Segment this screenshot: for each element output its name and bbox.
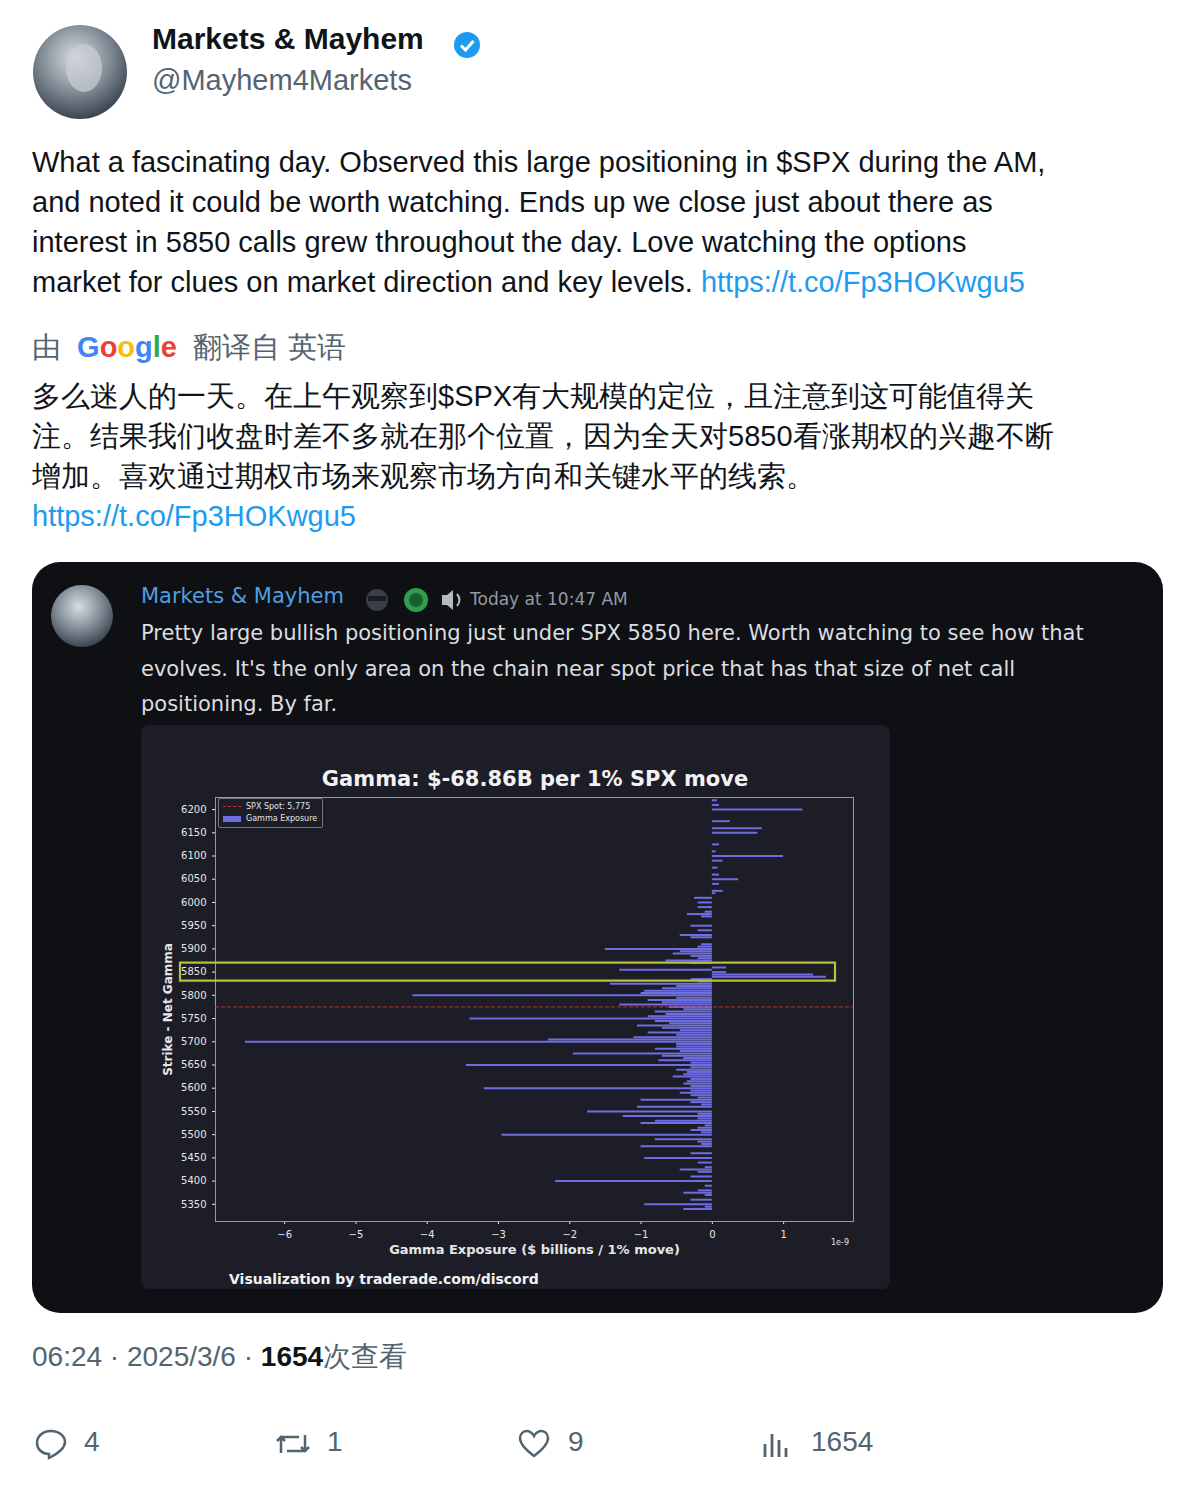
html-text:06:24 · 2025/3/6 · 1654次查看: 06:24 · 2025/3/6 · 1654次查看 [32,1341,408,1372]
html-text:@Mayhem4Markets: @Mayhem4Markets [152,64,412,96]
svg-text:−4: −4 [420,1229,435,1240]
svg-text:5850: 5850 [181,966,206,977]
svg-text:−5: −5 [349,1229,364,1240]
html-text:G o o g l e 翻译自 英语: G o o g l e 翻译自 英语 [77,331,347,363]
svg-text:Strike - Net Gamma: Strike - Net Gamma [161,943,175,1076]
html-text:注。结果我们收盘时差不多就在那个位置，因为全天对5850看涨: 注。结果我们收盘时差不多就在那个位置，因为全天对5850看涨期权的兴趣不断 [32,420,1054,452]
html-text:market for clues on market dir: market for clues on market direction and… [32,266,1025,298]
html-text:Markets & Mayhem: Markets & Mayhem [152,22,424,55]
svg-text:Gamma Exposure ($ billions / 1: Gamma Exposure ($ billions / 1% move) [389,1242,680,1257]
svg-text:5950: 5950 [181,920,206,931]
html-text:Gamma: $-68.86B per 1% SPX mov: Gamma: $-68.86B per 1% SPX move [321,767,749,791]
html-text:positioning. By far.: positioning. By far. [141,692,338,716]
svg-text:−6: −6 [277,1229,292,1240]
html-text:Visualization by traderade.com: Visualization by traderade.com/discord [229,1271,539,1287]
svg-text:5500: 5500 [181,1129,206,1140]
html-text:1654: 1654 [811,1426,874,1457]
html-text:1e-9: 1e-9 [831,1238,849,1247]
svg-text:5450: 5450 [181,1152,206,1163]
svg-text:6050: 6050 [181,873,206,884]
svg-text:5550: 5550 [181,1106,206,1117]
svg-text:6000: 6000 [181,897,206,908]
html-text:4: 4 [84,1426,100,1457]
svg-text:5600: 5600 [181,1082,206,1093]
html-text:1: 1 [327,1426,343,1457]
html-text:9: 9 [568,1426,584,1457]
html-text:Gamma Exposure: Gamma Exposure [246,814,318,823]
svg-text:0: 0 [709,1229,715,1240]
html-text:增加。喜欢通过期权市场来观察市场方向和关键水平的线索。: 增加。喜欢通过期权市场来观察市场方向和关键水平的线索。 [32,460,815,492]
svg-text:6150: 6150 [181,827,206,838]
html-text:evolves. It's the only area on: evolves. It's the only area on the chain… [141,656,1016,681]
svg-text:5900: 5900 [181,943,206,954]
svg-text:−1: −1 [634,1229,649,1240]
html-text:interest in 5850 calls grew th: interest in 5850 calls grew throughout t… [32,226,967,258]
html-text:Pretty large bullish positioni: Pretty large bullish positioning just un… [141,621,1084,645]
svg-text:−3: −3 [491,1229,506,1240]
svg-text:5800: 5800 [181,990,206,1001]
html-text:由: 由 [32,331,61,363]
html-text:Today at 10:47 AM: Today at 10:47 AM [470,589,628,609]
svg-text:6200: 6200 [181,804,206,815]
svg-text:5750: 5750 [181,1013,206,1024]
html-text:多么迷人的一天。在上午观察到$SPX有大规模的定位，且注意到: 多么迷人的一天。在上午观察到$SPX有大规模的定位，且注意到这可能值得关 [32,380,1035,412]
html-text:What a fascinating day. Observ: What a fascinating day. Observed this la… [32,146,1046,178]
html-text:SPX Spot: 5,775: SPX Spot: 5,775 [246,802,311,811]
html-text:and noted it could be worth wa: and noted it could be worth watching. En… [32,186,993,218]
svg-text:1: 1 [780,1229,786,1240]
svg-text:5700: 5700 [181,1036,206,1047]
svg-text:−2: −2 [562,1229,577,1240]
svg-text:5650: 5650 [181,1059,206,1070]
html-text:https://t.co/Fp3HOKwgu5: https://t.co/Fp3HOKwgu5 [32,500,356,532]
svg-text:5350: 5350 [181,1199,206,1210]
html-text:Markets & Mayhem: Markets & Mayhem [141,584,344,608]
svg-text:6100: 6100 [181,850,206,861]
svg-text:5400: 5400 [181,1175,206,1186]
